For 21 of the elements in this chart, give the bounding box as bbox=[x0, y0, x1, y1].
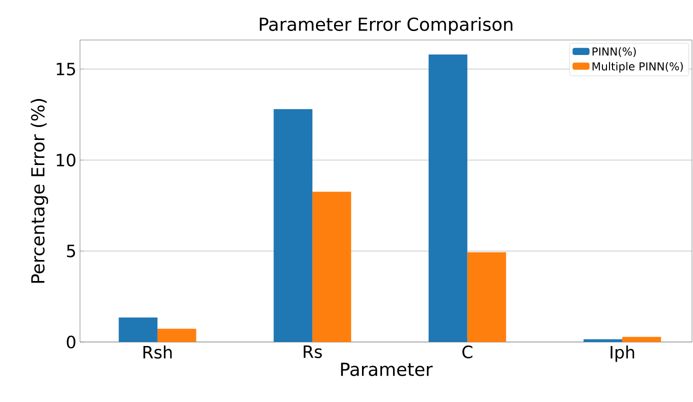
x-tick-label: C bbox=[462, 346, 472, 358]
y-tick-label: 5 bbox=[67, 244, 75, 258]
bar bbox=[584, 339, 622, 342]
x-tick-label: Rsh bbox=[143, 346, 172, 359]
legend-label: PINN(%) bbox=[592, 47, 636, 57]
bar bbox=[118, 317, 158, 342]
x-axis-title: Parameter bbox=[341, 362, 433, 376]
y-axis-title: Percentage Error (%) bbox=[30, 99, 48, 283]
y-tick-label: 15 bbox=[56, 62, 75, 76]
y-tick-label: 10 bbox=[56, 154, 76, 166]
bar bbox=[274, 109, 312, 342]
chart-title: Parameter Error Comparison bbox=[260, 17, 512, 35]
y-tick-label: 0 bbox=[66, 336, 76, 348]
x-tick-label: Iph bbox=[610, 346, 634, 362]
bar bbox=[157, 328, 196, 342]
bar bbox=[467, 252, 506, 342]
x-tick-label: Rs bbox=[304, 346, 322, 358]
bar bbox=[428, 54, 468, 342]
bar bbox=[312, 192, 352, 342]
legend-label: Multiple PINN(%) bbox=[592, 62, 683, 73]
bar bbox=[622, 336, 662, 342]
